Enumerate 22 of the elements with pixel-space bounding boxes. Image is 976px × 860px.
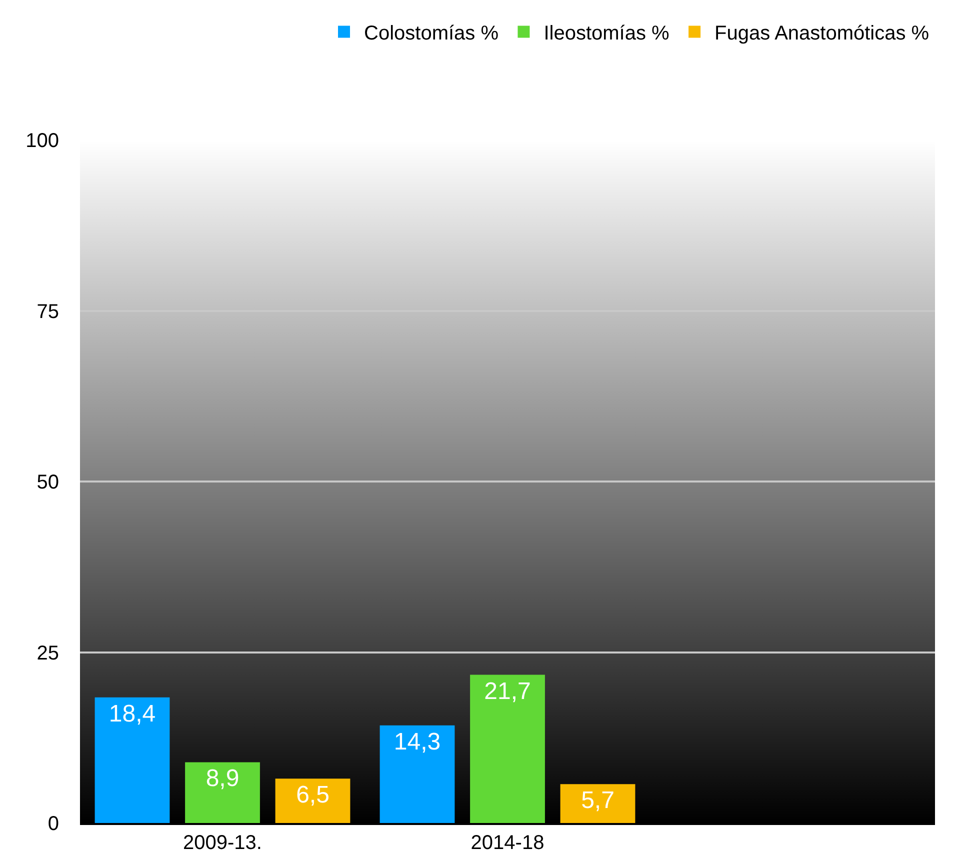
legend-label: Fugas Anastomóticas % [714, 22, 930, 45]
y-tick-label: 0 [48, 813, 59, 835]
bar [470, 674, 545, 823]
y-tick-label: 100 [26, 130, 59, 152]
data-label: 6,5 [296, 782, 330, 809]
data-label: 14,3 [394, 728, 441, 756]
legend-label: Ileostomías % [544, 22, 670, 45]
bar [185, 762, 260, 823]
x-tick-label: 2009-13. [183, 832, 262, 854]
data-label: 8,9 [206, 765, 240, 792]
bar [560, 784, 636, 823]
y-tick-label: 75 [36, 300, 59, 323]
y-tick-label: 25 [36, 642, 59, 664]
bar [380, 725, 455, 823]
y-tick-label: 50 [36, 472, 59, 494]
bar [275, 778, 350, 823]
data-label: 5,7 [581, 787, 614, 814]
data-label: 21,7 [484, 678, 531, 705]
data-label: 18,4 [108, 700, 156, 728]
x-tick-label: 2014-18 [470, 832, 544, 854]
bar [94, 697, 170, 823]
legend-label: Colostomías % [364, 22, 499, 45]
